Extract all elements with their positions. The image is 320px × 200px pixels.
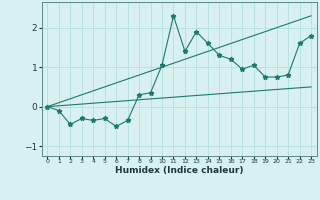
X-axis label: Humidex (Indice chaleur): Humidex (Indice chaleur) — [115, 166, 244, 175]
